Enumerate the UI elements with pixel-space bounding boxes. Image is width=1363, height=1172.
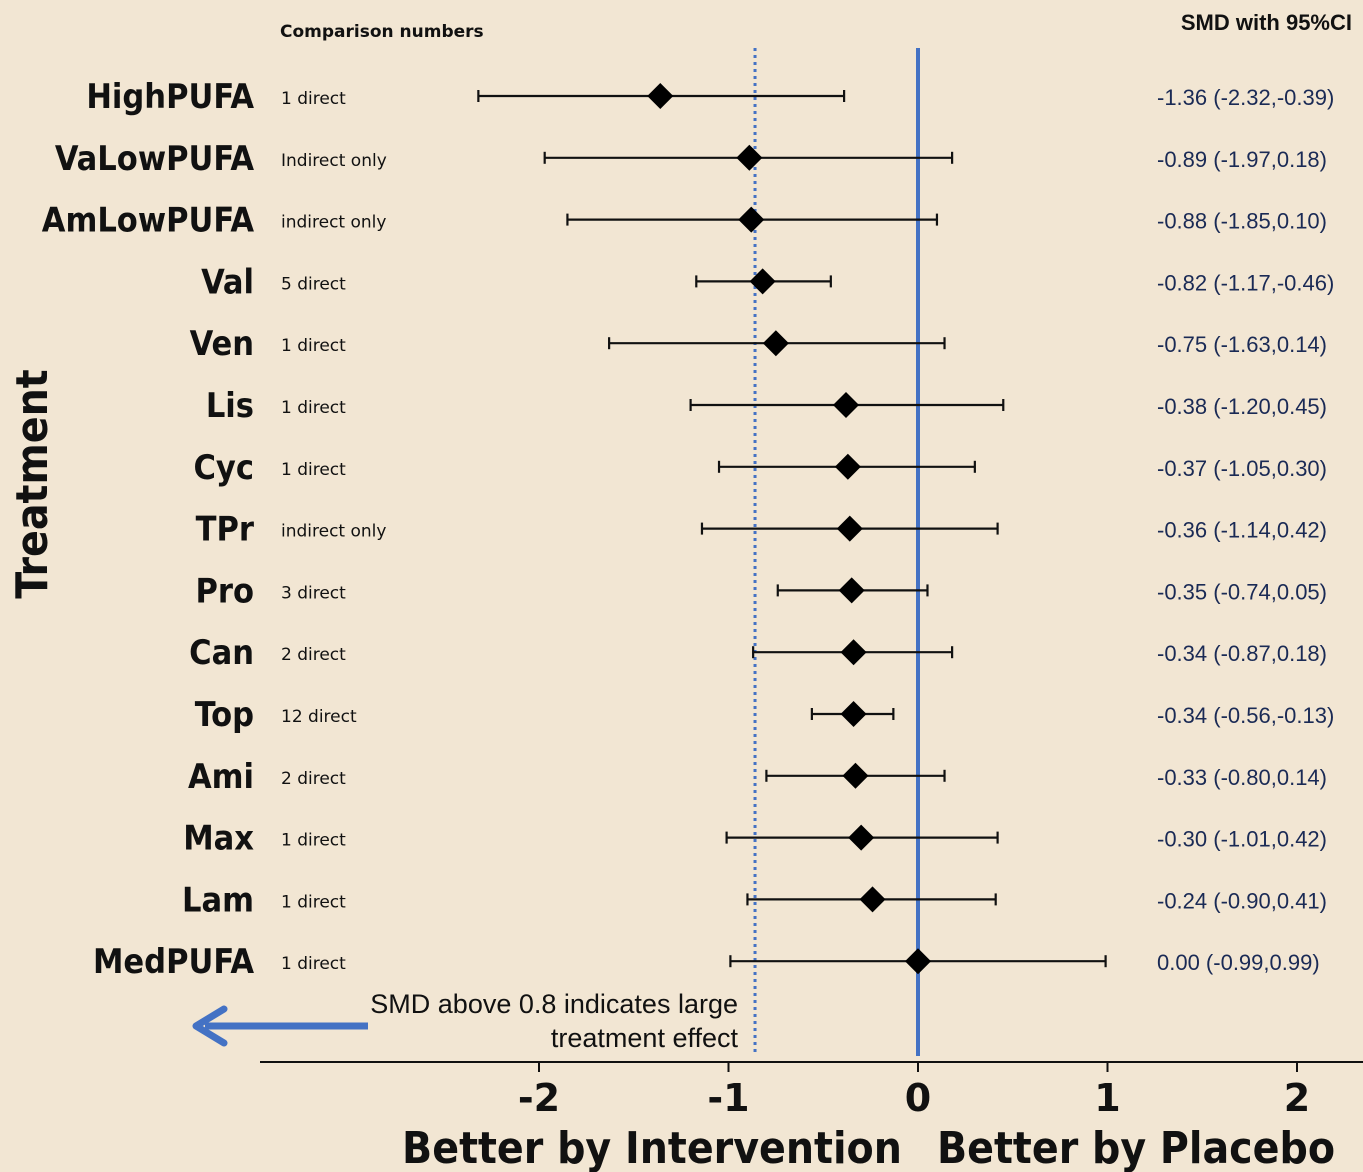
point-estimate-marker [905,948,931,975]
comparison-label: 1 direct [281,398,346,418]
point-estimate-marker [647,83,674,109]
comparison-label: 1 direct [281,336,346,356]
comparison-label: 1 direct [281,892,346,912]
comparison-label: 12 direct [281,707,357,727]
point-estimate-marker [834,453,861,480]
comparison-label: 1 direct [281,954,346,974]
point-estimate-marker [832,392,859,418]
treatment-label: Top [195,695,254,735]
point-estimate-marker [762,330,789,357]
comparison-label: 2 direct [281,645,346,665]
smd-ci-label: -0.37 (-1.05,0.30) [1157,456,1327,481]
x-tick-label: 1 [1094,1076,1120,1120]
x-axis-title-right: Better by Placebo [937,1123,1335,1172]
x-tick-label: 2 [1284,1076,1310,1120]
smd-ci-label: -0.34 (-0.56,-0.13) [1157,703,1334,728]
smd-ci-label: 0.00 (-0.99,0.99) [1157,950,1320,975]
point-estimate-marker [859,886,886,913]
smd-header: SMD with 95%CI [1181,10,1352,35]
point-estimate-marker [736,144,763,171]
treatment-label: VaLowPUFA [55,139,254,179]
x-tick-label: 0 [905,1076,931,1120]
smd-ci-label: -0.38 (-1.20,0.45) [1157,394,1327,419]
point-estimate-marker [738,206,765,233]
point-estimate-marker [836,515,863,542]
comparison-header: Comparison numbers [280,22,484,42]
treatment-label: Lis [206,386,254,426]
comparison-label: 1 direct [281,831,346,851]
x-tick-label: -2 [518,1076,560,1120]
comparison-label: indirect only [281,522,386,542]
point-estimate-marker [842,762,869,789]
x-tick-label: -1 [707,1076,749,1120]
smd-ci-label: -0.35 (-0.74,0.05) [1157,579,1327,604]
point-estimate-marker [840,701,867,727]
smd-ci-label: -0.88 (-1.85,0.10) [1157,209,1327,234]
treatment-label: TPr [196,510,255,550]
annotation-line-1: SMD above 0.8 indicates large [370,989,738,1019]
comparison-label: 5 direct [281,274,346,294]
treatment-label: HighPUFA [86,77,254,117]
smd-ci-label: -0.33 (-0.80,0.14) [1157,765,1327,790]
annotation-line-2: treatment effect [551,1023,739,1053]
smd-ci-label: -0.89 (-1.97,0.18) [1157,147,1327,172]
treatment-label: Ven [190,324,254,364]
smd-ci-label: -0.30 (-1.01,0.42) [1157,827,1327,852]
y-axis-title: Treatment [7,369,58,598]
treatment-label: Lam [182,880,254,920]
point-estimate-marker [848,824,875,851]
treatment-label: Max [183,819,254,859]
smd-ci-label: -1.36 (-2.32,-0.39) [1157,85,1334,110]
treatment-label: AmLowPUFA [42,201,255,241]
comparison-label: Indirect only [281,151,387,171]
arrow-left-icon [192,1005,228,1047]
smd-ci-label: -0.34 (-0.87,0.18) [1157,641,1327,666]
treatment-label: Pro [195,571,254,611]
comparison-label: 2 direct [281,769,346,789]
point-estimate-marker [838,577,865,604]
comparison-label: 1 direct [281,89,346,109]
treatment-label: Val [201,262,254,302]
smd-ci-label: -0.24 (-0.90,0.41) [1157,888,1327,913]
x-axis-title-left: Better by Intervention [402,1123,902,1172]
smd-ci-label: -0.82 (-1.17,-0.46) [1157,270,1334,295]
treatment-label: MedPUFA [93,942,254,982]
treatment-label: Ami [188,757,254,797]
smd-ci-label: -0.75 (-1.63,0.14) [1157,332,1327,357]
comparison-label: 3 direct [281,583,346,603]
comparison-label: indirect only [281,213,386,233]
treatment-label: Can [189,633,254,673]
smd-ci-label: -0.36 (-1.14,0.42) [1157,518,1327,543]
point-estimate-marker [840,639,867,666]
point-estimate-marker [749,268,776,295]
treatment-label: Cyc [193,448,254,488]
comparison-label: 1 direct [281,460,346,480]
